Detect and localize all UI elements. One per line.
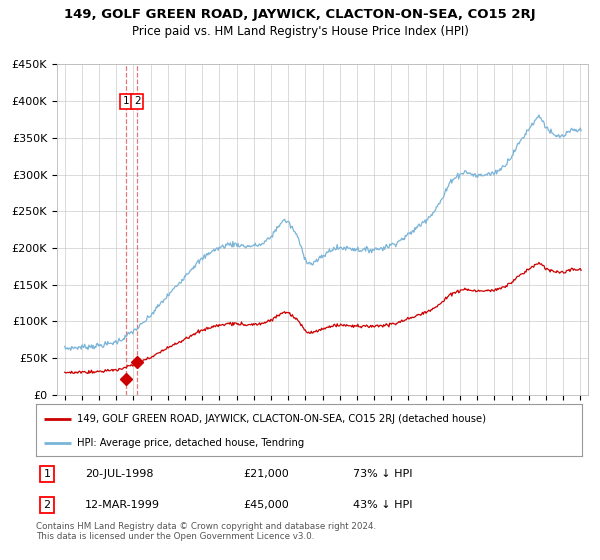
Text: Price paid vs. HM Land Registry's House Price Index (HPI): Price paid vs. HM Land Registry's House … [131, 25, 469, 38]
Text: Contains HM Land Registry data © Crown copyright and database right 2024.
This d: Contains HM Land Registry data © Crown c… [36, 522, 376, 542]
Text: 20-JUL-1998: 20-JUL-1998 [85, 469, 154, 479]
Text: 73% ↓ HPI: 73% ↓ HPI [353, 469, 412, 479]
Text: 1: 1 [43, 469, 50, 479]
Text: 2: 2 [43, 500, 50, 510]
Text: 43% ↓ HPI: 43% ↓ HPI [353, 500, 412, 510]
Text: 149, GOLF GREEN ROAD, JAYWICK, CLACTON-ON-SEA, CO15 2RJ (detached house): 149, GOLF GREEN ROAD, JAYWICK, CLACTON-O… [77, 414, 486, 424]
Text: 1: 1 [122, 96, 129, 106]
Text: 2: 2 [134, 96, 140, 106]
Text: 12-MAR-1999: 12-MAR-1999 [85, 500, 160, 510]
Text: HPI: Average price, detached house, Tendring: HPI: Average price, detached house, Tend… [77, 438, 304, 449]
Text: 149, GOLF GREEN ROAD, JAYWICK, CLACTON-ON-SEA, CO15 2RJ: 149, GOLF GREEN ROAD, JAYWICK, CLACTON-O… [64, 8, 536, 21]
Text: £21,000: £21,000 [244, 469, 289, 479]
Text: £45,000: £45,000 [244, 500, 289, 510]
